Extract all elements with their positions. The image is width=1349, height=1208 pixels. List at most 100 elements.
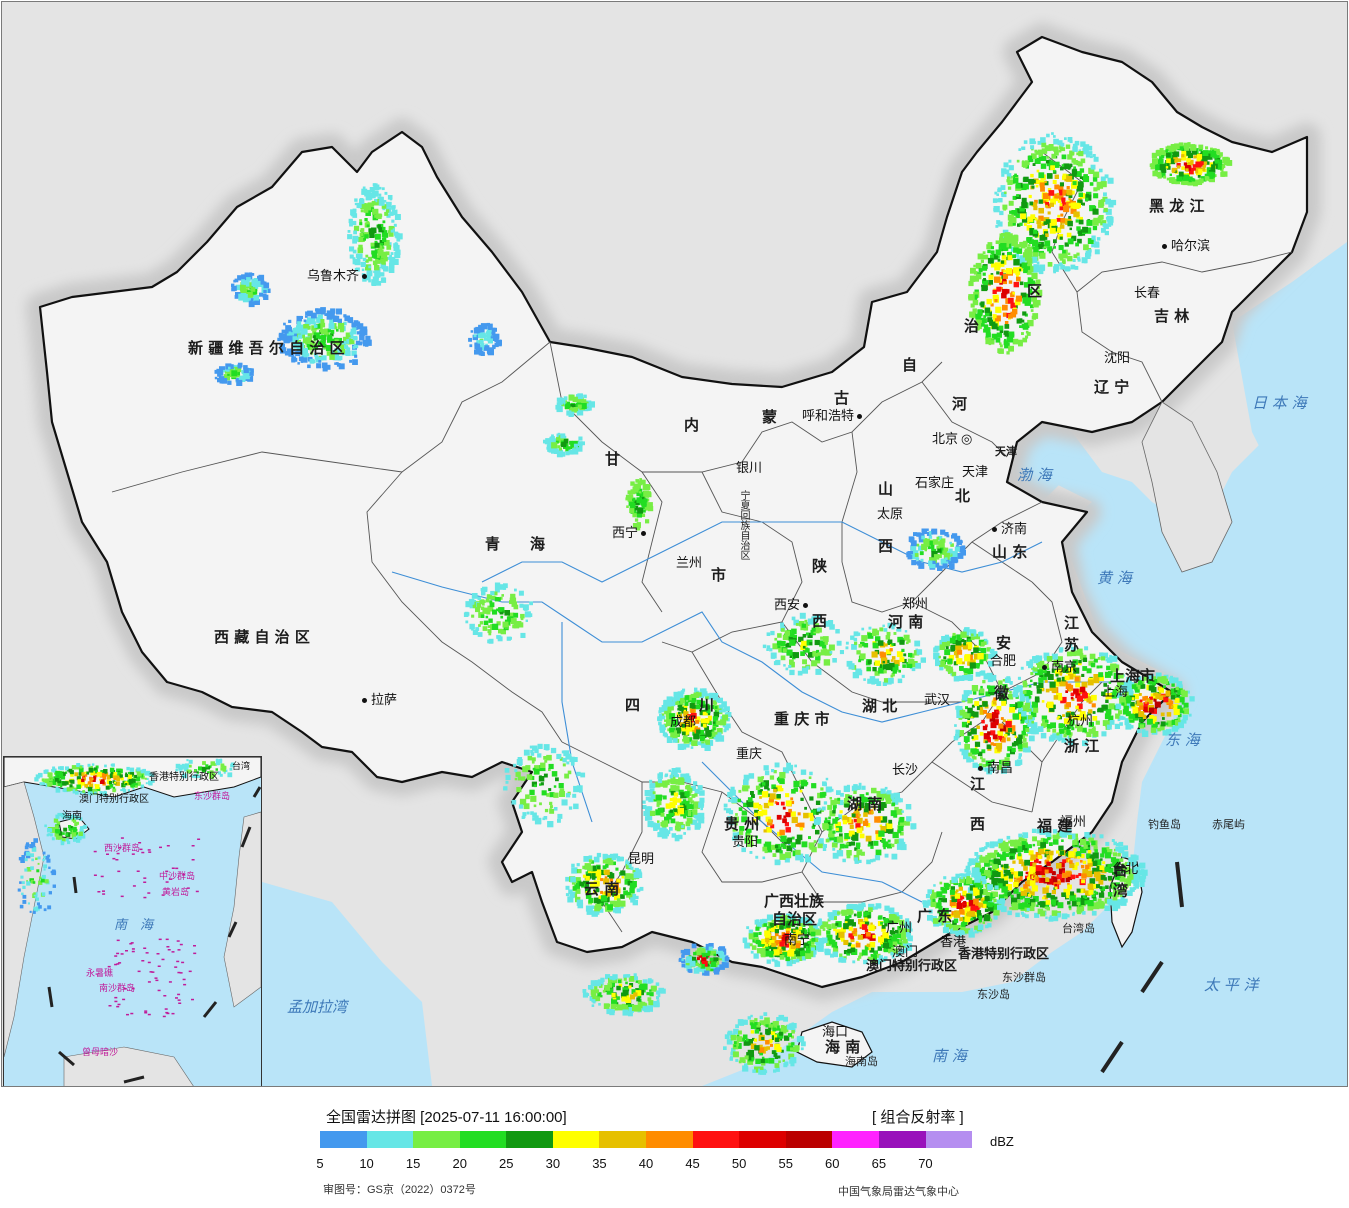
radar-echo: [699, 797, 705, 803]
radar-echo: [982, 763, 987, 768]
radar-echo: [1124, 878, 1129, 883]
radar-echo: [664, 829, 668, 833]
radar-echo: [486, 610, 491, 615]
radar-echo: [795, 854, 801, 861]
radar-echo: [1180, 719, 1185, 724]
radar-echo: [1105, 693, 1112, 700]
radar-echo: [1162, 676, 1167, 681]
radar-echo: [868, 840, 874, 846]
radar-echo: [768, 819, 772, 824]
radar-echo: [324, 313, 328, 316]
radar-echo: [1084, 833, 1090, 838]
radar-echo: [830, 799, 836, 806]
radar-echo: [1070, 874, 1076, 880]
radar-echo: [982, 725, 988, 731]
radar-echo: [1013, 871, 1020, 878]
radar-echo: [1068, 197, 1071, 200]
radar-echo: [371, 200, 376, 205]
radar-echo: [1070, 264, 1076, 270]
radar-echo: [1056, 692, 1062, 699]
radar-echo: [1079, 216, 1083, 221]
radar-echo: [234, 278, 239, 283]
radar-echo: [779, 829, 785, 836]
radar-echo: [351, 322, 357, 328]
radar-echo: [1075, 171, 1082, 177]
radar-echo: [1193, 155, 1197, 159]
radar-echo: [1003, 269, 1007, 273]
radar-echo: [1081, 865, 1085, 869]
radar-echo: [1051, 153, 1057, 159]
radar-echo: [1007, 694, 1014, 700]
radar-echo: [1115, 846, 1121, 852]
radar-echo: [714, 706, 718, 709]
radar-echo: [1056, 677, 1061, 682]
radar-echo: [1020, 887, 1024, 891]
radar-echo: [1076, 226, 1081, 231]
radar-echo: [687, 714, 694, 720]
radar-echo: [1025, 875, 1028, 879]
radar-echo: [938, 905, 943, 910]
radar-echo: [1010, 871, 1015, 876]
radar-echo: [578, 436, 583, 441]
radar-echo: [1163, 697, 1169, 703]
radar-echo: [1078, 192, 1083, 197]
radar-echo: [496, 635, 500, 639]
radar-echo: [1097, 898, 1102, 903]
radar-echo: [1138, 680, 1143, 685]
radar-echo: [642, 509, 646, 513]
radar-echo: [1037, 244, 1043, 249]
radar-echo: [1133, 880, 1140, 887]
radar-echo: [1068, 905, 1072, 909]
radar-echo: [1002, 312, 1008, 317]
radar-echo: [766, 826, 772, 833]
radar-echo: [996, 271, 1000, 275]
radar-echo: [489, 639, 494, 644]
radar-echo: [1069, 732, 1073, 736]
radar-echo: [1118, 710, 1122, 715]
radar-echo: [713, 696, 717, 701]
radar-echo: [506, 616, 513, 623]
radar-echo: [985, 859, 989, 864]
radar-echo: [1064, 266, 1070, 272]
radar-echo: [838, 799, 844, 806]
radar-echo: [722, 724, 726, 728]
radar-echo: [581, 441, 585, 446]
radar-echo: [1198, 178, 1204, 184]
radar-echo: [1000, 847, 1005, 852]
radar-echo: [1038, 215, 1044, 221]
radar-echo: [804, 854, 809, 859]
radar-echo: [901, 841, 906, 846]
radar-echo: [1004, 892, 1009, 897]
radar-echo: [1066, 871, 1072, 877]
radar-echo: [480, 323, 488, 330]
radar-echo: [1013, 247, 1019, 253]
radar-map-panel[interactable]: 新 疆 维 吾 尔 自 治 区 西 藏 自 治 区 青 海 甘 内 蒙 古 自 …: [1, 1, 1348, 1087]
radar-echo: [514, 588, 517, 592]
radar-echo: [1002, 851, 1006, 856]
radar-echo: [997, 221, 1003, 227]
radar-echo: [302, 348, 308, 354]
radar-echo: [1008, 877, 1013, 882]
radar-echo: [1049, 915, 1053, 919]
radar-echo: [1173, 677, 1179, 683]
radar-echo: [1168, 704, 1173, 709]
radar-echo: [885, 794, 891, 800]
radar-echo: [803, 812, 809, 819]
radar-echo: [1038, 207, 1044, 214]
radar-echo: [1056, 668, 1063, 675]
radar-echo: [1098, 672, 1104, 678]
radar-echo: [702, 688, 707, 693]
radar-echo: [318, 360, 322, 363]
radar-echo: [857, 785, 862, 790]
radar-echo: [510, 593, 516, 600]
radar-echo: [761, 776, 764, 779]
radar-echo: [964, 928, 971, 934]
radar-echo: [1046, 202, 1049, 206]
radar-echo: [1076, 910, 1079, 913]
radar-echo: [1028, 705, 1035, 712]
radar-echo: [1010, 302, 1017, 309]
radar-echo: [649, 788, 655, 794]
radar-echo: [978, 268, 983, 273]
radar-echo: [874, 855, 881, 861]
radar-echo: [1082, 895, 1086, 899]
